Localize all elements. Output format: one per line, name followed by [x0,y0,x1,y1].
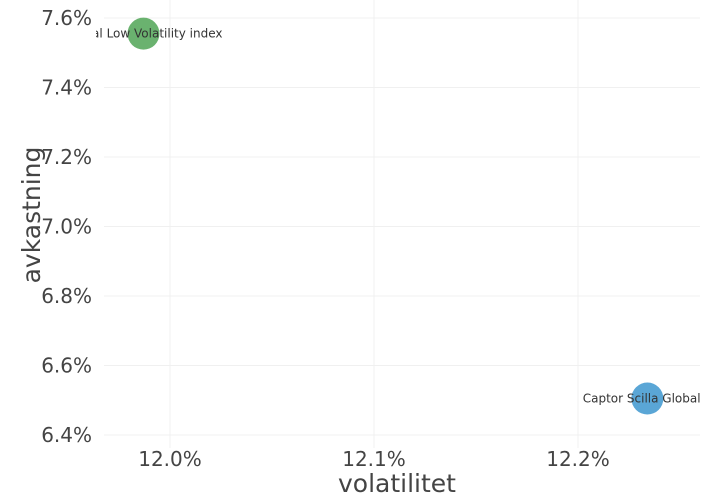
y-tick-label: 7.0% [41,215,92,239]
y-tick-label: 7.6% [41,6,92,30]
y-tick-label: 7.2% [41,145,92,169]
y-axis-ticks: 6.4% 6.6% 6.8% 7.0% 7.2% 7.4% 7.6% [41,6,92,447]
y-tick-label: 6.6% [41,354,92,378]
x-axis-title: volatilitet [338,469,456,498]
y-tick-label: 6.8% [41,284,92,308]
x-axis-ticks: 12.0% 12.1% 12.2% [138,447,610,471]
data-point [127,17,160,50]
x-tick-label: 12.1% [342,447,406,471]
y-axis-title: avkastning [17,147,46,284]
data-points: Global Low Volatility index Captor Scilla… [64,17,712,415]
y-tick-label: 7.4% [41,76,92,100]
x-tick-label: 12.2% [546,447,610,471]
data-point [631,382,664,415]
data-point-label: Global Low Volatility index [64,27,222,41]
y-tick-label: 6.4% [41,423,92,447]
grid [104,0,700,448]
x-tick-label: 12.0% [138,447,202,471]
data-point-label: Captor Scilla Global E [583,392,712,406]
